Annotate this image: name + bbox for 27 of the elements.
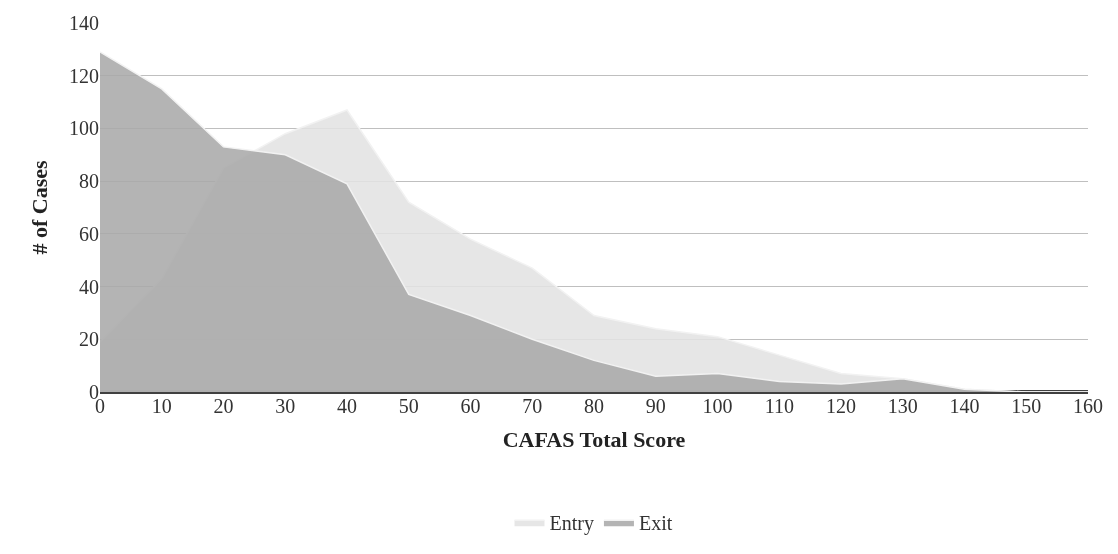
x-tick-label: 80: [584, 395, 604, 417]
y-tick-label: 120: [69, 64, 99, 87]
legend-label: Entry: [549, 512, 594, 535]
x-tick-label: 60: [460, 395, 481, 417]
x-tick-label: 120: [826, 395, 856, 417]
x-tick-label: 160: [1073, 395, 1103, 417]
x-tick-label: 30: [275, 395, 296, 417]
x-tick-label: 20: [213, 395, 234, 417]
x-tick-label: 100: [702, 395, 733, 417]
y-tick-label: 60: [79, 222, 99, 245]
x-tick-label: 140: [949, 395, 980, 417]
x-tick-label: 10: [151, 395, 172, 417]
y-tick-label: 20: [79, 328, 99, 351]
y-tick-label: 80: [79, 170, 99, 193]
y-tick-label: 100: [69, 117, 99, 140]
x-tick-label: 40: [337, 395, 357, 417]
y-tick-label: 40: [79, 275, 99, 298]
x-tick-label: 110: [764, 395, 794, 417]
x-tick-label: 70: [522, 395, 543, 417]
x-tick-label: 90: [645, 395, 666, 417]
legend-label: Exit: [638, 512, 673, 534]
y-tick-label: 140: [69, 12, 99, 34]
x-tick-label: 150: [1011, 395, 1042, 417]
x-tick-label: 50: [398, 395, 419, 417]
x-tick-label: 130: [887, 395, 918, 417]
x-axis-title: CAFAS Total Score: [502, 426, 686, 452]
y-axis-title: # of Cases: [26, 160, 52, 255]
